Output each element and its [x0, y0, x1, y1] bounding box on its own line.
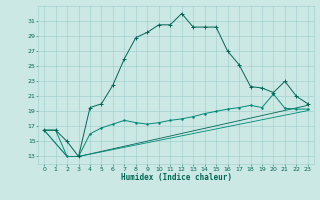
X-axis label: Humidex (Indice chaleur): Humidex (Indice chaleur) [121, 173, 231, 182]
